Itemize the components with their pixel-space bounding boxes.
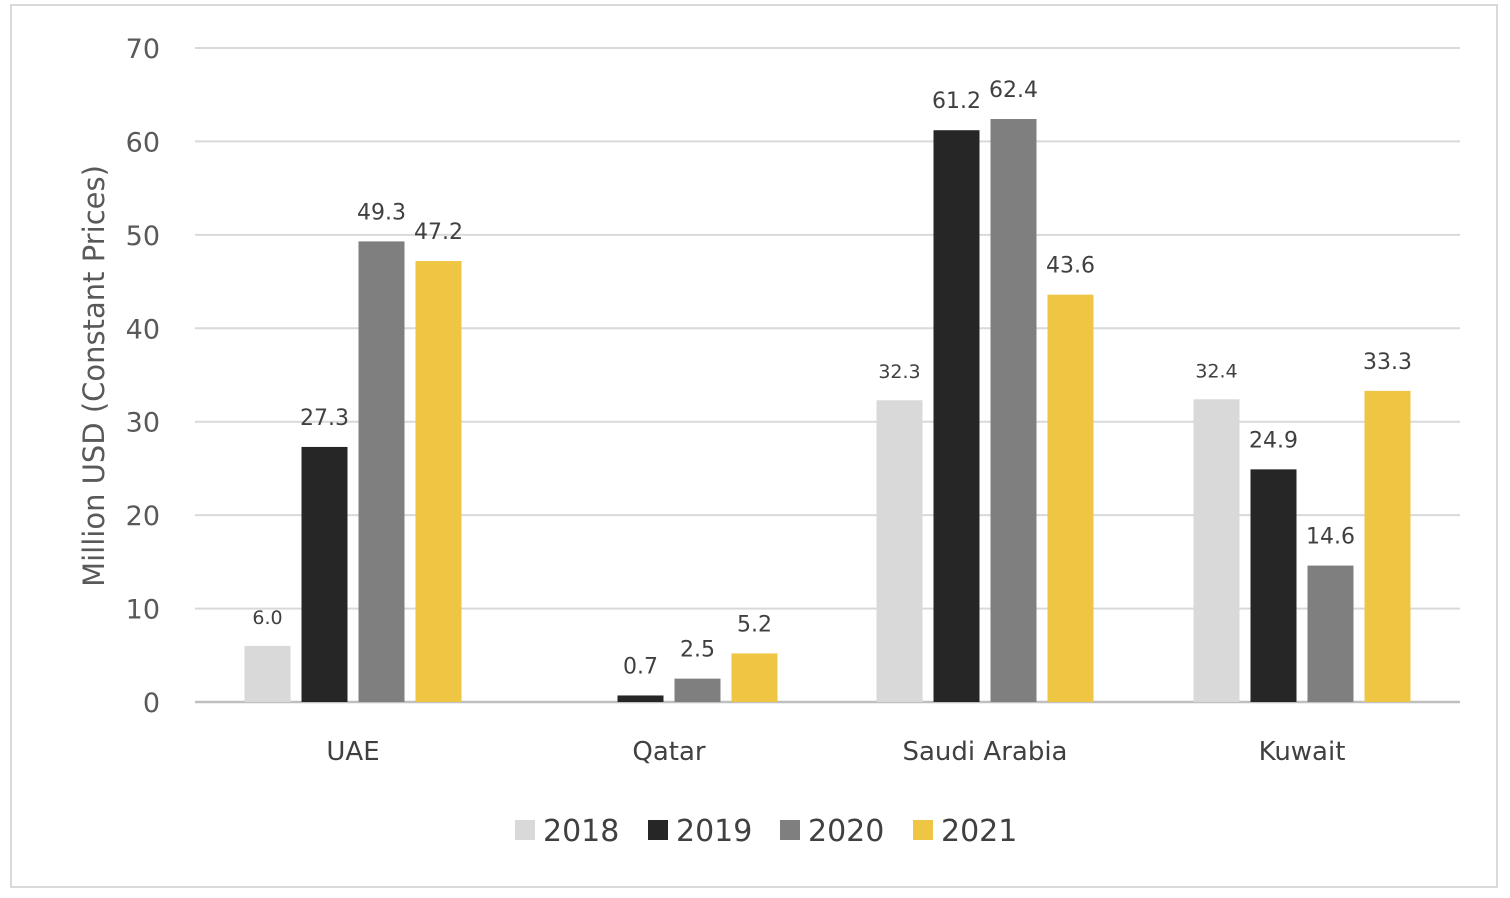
bar-2021-saudi-arabia xyxy=(1047,294,1094,702)
legend-label: 2021 xyxy=(941,814,1017,849)
y-axis-label: Million USD (Constant Prices) xyxy=(77,165,111,587)
data-label: 32.4 xyxy=(1195,360,1237,382)
legend-item-2019: 2019 xyxy=(648,814,752,849)
legend-label: 2018 xyxy=(543,814,619,849)
legend-item-2020: 2020 xyxy=(780,814,884,849)
y-tick-label: 30 xyxy=(126,408,160,439)
chart-frame xyxy=(10,4,1498,888)
x-tick-label: UAE xyxy=(326,737,379,767)
data-label: 61.2 xyxy=(932,89,981,114)
y-tick-label: 40 xyxy=(126,314,160,345)
data-label: 2.5 xyxy=(680,638,715,663)
bar-2020-kuwait xyxy=(1307,565,1354,702)
bar-2021-qatar xyxy=(731,653,778,702)
data-label: 62.4 xyxy=(989,78,1038,103)
data-label: 5.2 xyxy=(737,612,772,637)
bar-2019-kuwait xyxy=(1250,469,1297,702)
data-label: 24.9 xyxy=(1249,428,1298,453)
legend-swatch xyxy=(913,820,933,840)
bar-2021-kuwait xyxy=(1364,390,1411,702)
data-label: 43.6 xyxy=(1046,254,1095,279)
legend: 2018 2019 2020 2021 xyxy=(515,814,1017,849)
legend-item-2021: 2021 xyxy=(913,814,1017,849)
x-tick-label: Saudi Arabia xyxy=(903,737,1068,767)
bar-2019-qatar xyxy=(617,695,664,702)
legend-swatch xyxy=(648,820,668,840)
data-label: 14.6 xyxy=(1306,525,1355,550)
legend-item-2018: 2018 xyxy=(515,814,619,849)
x-axis-ticks: UAE Qatar Saudi Arabia Kuwait xyxy=(326,737,1345,767)
bar-2019-uae xyxy=(301,446,348,702)
y-tick-label: 20 xyxy=(126,501,160,532)
legend-swatch xyxy=(515,820,535,840)
bar-2018-uae xyxy=(244,645,291,702)
y-tick-label: 10 xyxy=(126,595,160,626)
data-label: 0.7 xyxy=(623,654,658,679)
bars xyxy=(244,119,1411,702)
data-label: 33.3 xyxy=(1363,350,1412,375)
legend-label: 2019 xyxy=(676,814,752,849)
bar-2018-saudi-arabia xyxy=(876,400,923,702)
data-labels: 6.0 32.3 32.4 27.3 0.7 61.2 24.9 49.3 2.5 62.4 14.… xyxy=(252,78,1412,679)
data-label: 32.3 xyxy=(878,361,920,383)
x-tick-label: Kuwait xyxy=(1259,737,1346,767)
y-tick-label: 70 xyxy=(126,34,160,65)
bar-2019-saudi-arabia xyxy=(933,130,980,702)
y-axis-ticks: 0 10 20 30 40 50 60 70 xyxy=(126,34,160,719)
bar-2020-saudi-arabia xyxy=(990,119,1037,702)
bar-2020-qatar xyxy=(674,678,721,702)
data-label: 6.0 xyxy=(252,607,282,629)
gridlines xyxy=(195,47,1460,704)
x-tick-label: Qatar xyxy=(632,737,706,767)
bar-2020-uae xyxy=(358,241,405,702)
legend-label: 2020 xyxy=(808,814,884,849)
y-tick-label: 0 xyxy=(143,688,160,719)
bar-2021-uae xyxy=(415,261,462,702)
legend-swatch xyxy=(780,820,800,840)
data-label: 49.3 xyxy=(357,200,406,225)
y-tick-label: 60 xyxy=(126,127,160,158)
y-tick-label: 50 xyxy=(126,221,160,252)
data-label: 27.3 xyxy=(300,406,349,431)
bar-2018-kuwait xyxy=(1193,399,1240,702)
data-label: 47.2 xyxy=(414,220,463,245)
